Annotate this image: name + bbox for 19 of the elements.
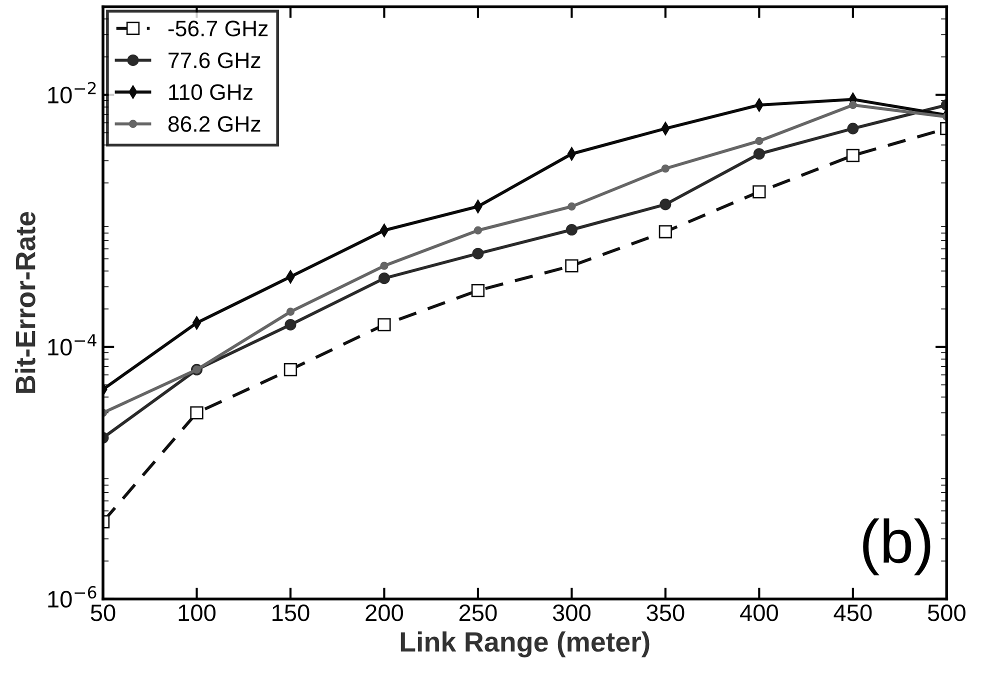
y-tick-label: 10$^{−2}$ bbox=[48, 82, 96, 104]
annotation: (b) bbox=[863, 518, 930, 576]
legend-label: -56.7 GHz bbox=[168, 20, 268, 36]
legend-label: 110 GHz bbox=[169, 84, 252, 100]
y-axis-title: Bit-Error-Rate bbox=[14, 212, 36, 393]
y-tick-label: 10$^{−4}$ bbox=[48, 334, 96, 356]
x-tick-label: 250 bbox=[459, 604, 497, 622]
x-tick-label: 150 bbox=[272, 604, 310, 622]
x-axis-title: Link Range (meter) bbox=[400, 631, 650, 658]
x-tick-label: 450 bbox=[834, 604, 872, 622]
x-tick-label: 500 bbox=[928, 604, 966, 622]
x-tick-label: 100 bbox=[178, 604, 216, 622]
x-tick-label: 300 bbox=[552, 604, 590, 622]
x-tick-label: 200 bbox=[366, 604, 403, 622]
x-tick-label: 50 bbox=[90, 604, 116, 622]
x-tick-label: 400 bbox=[740, 604, 778, 622]
legend-label: 77.6 GHz bbox=[168, 52, 260, 68]
x-tick-label: 350 bbox=[646, 604, 684, 622]
legend-label: 86.2 GHz bbox=[168, 116, 260, 132]
